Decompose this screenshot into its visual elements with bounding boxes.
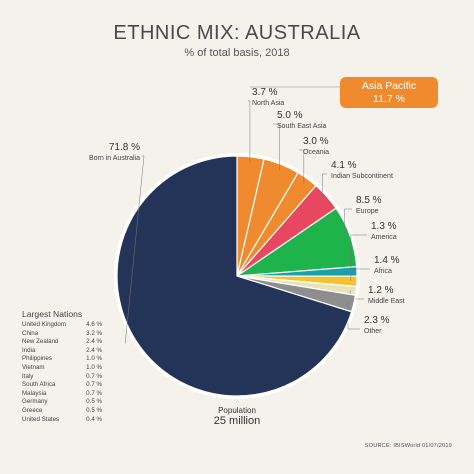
slice-category-label: Other (364, 328, 382, 335)
nation-value: 0.5 % (86, 406, 102, 414)
nation-name: India (22, 346, 36, 354)
nation-value: 4.6 % (86, 321, 102, 328)
nation-row: Greece 0.5 % (22, 407, 102, 416)
nation-value: 1.0 % (86, 355, 102, 363)
nation-row: Malaysia 0.7 % (22, 390, 102, 399)
slice-leader-line (273, 123, 280, 171)
nation-name: South Africa (22, 381, 56, 389)
slice-category-label: Indian Subcontinent (331, 173, 393, 180)
chart-title: ETHNIC MIX: AUSTRALIA (113, 22, 361, 44)
nation-name: Greece (22, 406, 43, 414)
chart-subtitle: % of total basis, 2018 (184, 47, 290, 59)
nation-row: South Africa 0.7 % (22, 381, 102, 390)
nation-row: India 2.4 % (22, 347, 102, 356)
slice-category-label: Born in Australia (89, 155, 140, 162)
slice-value-label: 3.0 % (303, 136, 329, 147)
slice-value-label: 71.8 % (109, 142, 140, 153)
nation-value: 3.2 % (86, 329, 102, 337)
largest-nations-table: Largest Nations United Kingdom 4.6 % China… (22, 309, 102, 424)
slice-value-label: 1.4 % (374, 255, 400, 266)
slice-value-label: 4.1 % (331, 160, 357, 171)
nation-name: New Zealand (22, 338, 59, 346)
nation-value: 0.7 % (86, 372, 102, 380)
slice-leader-line (350, 268, 370, 282)
slice-value-label: 1.2 % (368, 285, 394, 296)
nation-row: Philippines 1.0 % (22, 355, 102, 364)
slice-category-label: South East Asia (277, 123, 327, 130)
slice-leader-line (350, 234, 367, 272)
asia-pacific-label: Asia Pacific (361, 80, 417, 92)
nation-name: Germany (22, 398, 48, 406)
nation-value: 2.4 % (86, 338, 102, 346)
nation-name: Italy (22, 372, 34, 380)
slice-value-label: 1.3 % (371, 221, 397, 232)
population-label: Population (218, 406, 256, 415)
slice-category-label: Oceania (303, 149, 329, 156)
slice-category-label: America (371, 234, 397, 241)
nation-value: 0.4 % (86, 415, 102, 423)
slice-category-label: Europe (356, 208, 379, 215)
source-note: SOURCE: IBISWorld 01/07/2019 (364, 443, 452, 449)
nation-name: Philippines (22, 355, 52, 363)
nation-value: 0.7 % (86, 381, 102, 389)
nation-row: China 3.2 % (22, 330, 102, 339)
asia-pacific-value: 11.7 % (373, 93, 405, 105)
slice-leader-line (344, 208, 352, 239)
slice-category-label: North Asia (252, 100, 284, 107)
slice-value-label: 5.0 % (277, 110, 303, 121)
nation-name: United Kingdom (22, 321, 67, 328)
nation-row: New Zealand 2.4 % (22, 338, 102, 347)
nation-row: United States 0.4 % (22, 416, 102, 425)
asia-pacific-badge: Asia Pacific 11.7 % (340, 77, 438, 108)
slice-value-label: 2.3 % (364, 315, 390, 326)
pie-slice (116, 155, 353, 397)
nation-name: Malaysia (22, 389, 47, 397)
slice-leader-line (124, 155, 145, 344)
nation-name: Vietnam (22, 363, 45, 371)
slice-value-label: 8.5 % (356, 195, 382, 206)
slice-category-label: Africa (374, 268, 392, 275)
slice-leader-line (299, 149, 305, 184)
nation-value: 0.7 % (86, 389, 102, 397)
slice-value-label: 3.7 % (252, 87, 278, 98)
nation-name: United States (22, 415, 60, 423)
nation-value: 1.0 % (86, 363, 102, 371)
slice-leader-line (321, 173, 327, 201)
nation-row: Vietnam 1.0 % (22, 364, 102, 373)
population-value: 25 million (213, 415, 261, 427)
nation-row: Germany 0.5 % (22, 398, 102, 407)
nation-value: 2.4 % (86, 346, 102, 354)
nation-value: 0.5 % (86, 398, 102, 406)
slice-leader-line (248, 100, 251, 163)
largest-nations-title: Largest Nations (22, 309, 83, 319)
nation-row: United Kingdom 4.6 % (22, 321, 102, 330)
slice-category-label: Middle East (368, 298, 405, 305)
nation-name: China (22, 329, 39, 337)
population-box: Population 25 million (195, 406, 279, 427)
nation-row: Italy 0.7 % (22, 373, 102, 382)
